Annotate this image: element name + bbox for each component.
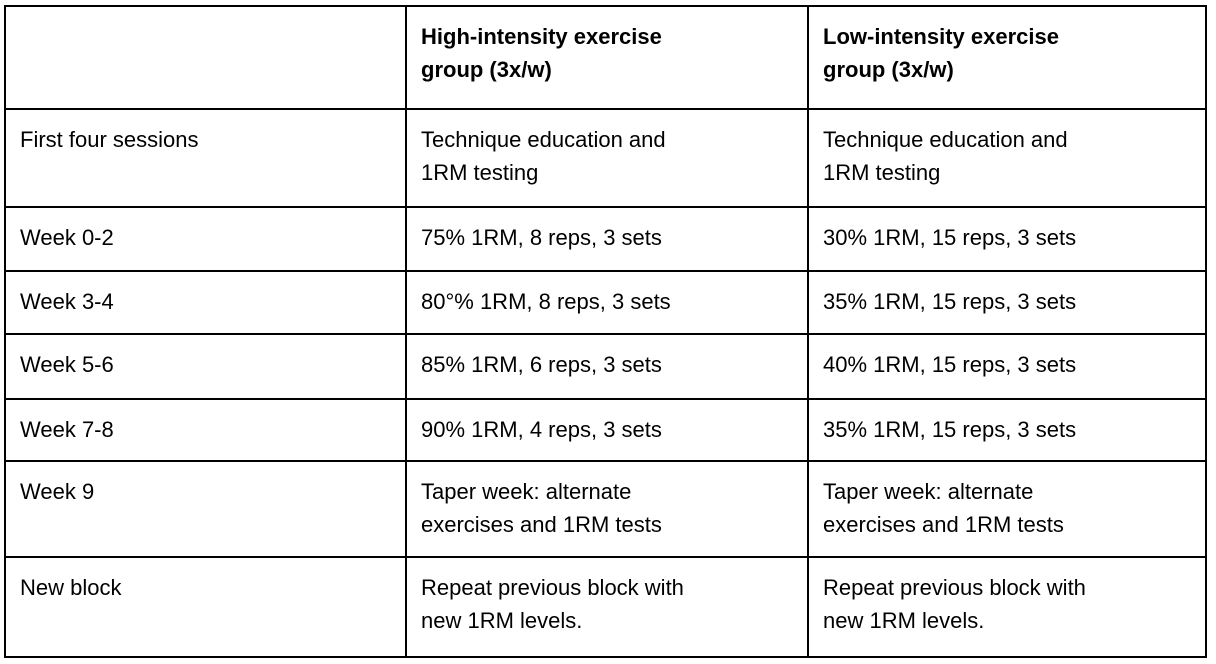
high-intensity-cell: 90% 1RM, 4 reps, 3 sets <box>405 398 809 462</box>
table-row-new-block: New block Repeat previous block with new… <box>4 556 1207 658</box>
corner-cell <box>4 5 407 110</box>
row-label: New block <box>4 556 407 658</box>
low-intensity-cell: Technique education and 1RM testing <box>807 108 1207 208</box>
high-intensity-cell: Taper week: alternate exercises and 1RM … <box>405 460 809 558</box>
high-intensity-cell: 85% 1RM, 6 reps, 3 sets <box>405 333 809 400</box>
table-row-week-0-2: Week 0-2 75% 1RM, 8 reps, 3 sets 30% 1RM… <box>4 206 1207 272</box>
high-intensity-cell: Repeat previous block with new 1RM level… <box>405 556 809 658</box>
high-intensity-cell: 80°% 1RM, 8 reps, 3 sets <box>405 270 809 335</box>
low-intensity-cell: Repeat previous block with new 1RM level… <box>807 556 1207 658</box>
low-intensity-cell: 40% 1RM, 15 reps, 3 sets <box>807 333 1207 400</box>
row-label: Week 3-4 <box>4 270 407 335</box>
table-row-first-four-sessions: First four sessions Technique education … <box>4 108 1207 208</box>
column-header-low-intensity: Low-intensity exercise group (3x/w) <box>807 5 1207 110</box>
low-intensity-cell: 30% 1RM, 15 reps, 3 sets <box>807 206 1207 272</box>
table-row-week-5-6: Week 5-6 85% 1RM, 6 reps, 3 sets 40% 1RM… <box>4 333 1207 400</box>
row-label: Week 7-8 <box>4 398 407 462</box>
table-header-row: High-intensity exercise group (3x/w) Low… <box>4 5 1207 110</box>
low-intensity-cell: 35% 1RM, 15 reps, 3 sets <box>807 270 1207 335</box>
row-label: Week 5-6 <box>4 333 407 400</box>
row-label: Week 0-2 <box>4 206 407 272</box>
table-row-week-3-4: Week 3-4 80°% 1RM, 8 reps, 3 sets 35% 1R… <box>4 270 1207 335</box>
high-intensity-cell: 75% 1RM, 8 reps, 3 sets <box>405 206 809 272</box>
training-program-table: High-intensity exercise group (3x/w) Low… <box>4 5 1207 658</box>
high-intensity-cell: Technique education and 1RM testing <box>405 108 809 208</box>
table-row-week-9: Week 9 Taper week: alternate exercises a… <box>4 460 1207 558</box>
row-label: Week 9 <box>4 460 407 558</box>
low-intensity-cell: Taper week: alternate exercises and 1RM … <box>807 460 1207 558</box>
column-header-high-intensity: High-intensity exercise group (3x/w) <box>405 5 809 110</box>
row-label: First four sessions <box>4 108 407 208</box>
low-intensity-cell: 35% 1RM, 15 reps, 3 sets <box>807 398 1207 462</box>
table-row-week-7-8: Week 7-8 90% 1RM, 4 reps, 3 sets 35% 1RM… <box>4 398 1207 462</box>
